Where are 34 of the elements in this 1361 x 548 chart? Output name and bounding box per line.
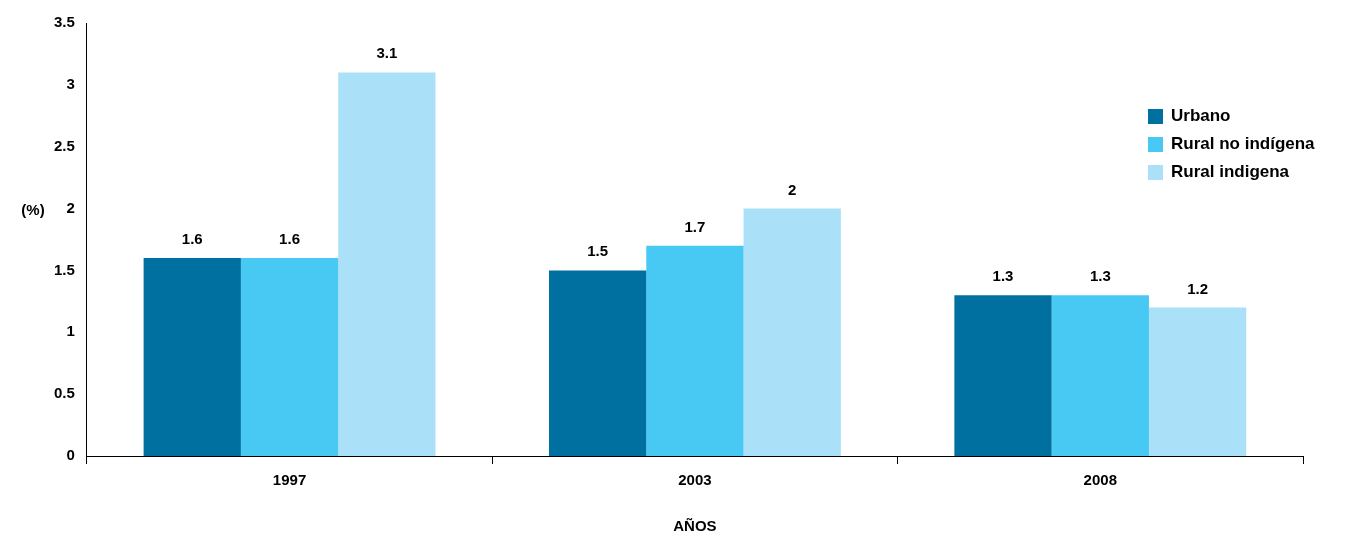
data-label: 1.3 (992, 267, 1014, 285)
data-label: 1.3 (1089, 267, 1111, 285)
y-tick-label: 1.5 (53, 260, 75, 278)
x-axis-title: AÑOS (673, 517, 717, 535)
bar (1148, 307, 1247, 456)
bar (646, 245, 744, 456)
bar (143, 258, 241, 456)
data-label: 2 (788, 180, 797, 198)
x-tick-label: 1997 (272, 471, 307, 489)
y-tick-label: 2.5 (53, 136, 75, 154)
y-tick-label: 0.5 (53, 384, 75, 402)
bar (240, 258, 339, 456)
bar (1051, 295, 1149, 456)
data-label: 1.6 (181, 230, 203, 248)
bar (338, 72, 436, 456)
x-tick-label: 2003 (678, 471, 712, 489)
y-tick-label: 2 (66, 198, 75, 216)
bar (743, 208, 841, 456)
data-label: 1.2 (1187, 279, 1209, 297)
y-axis-title: (%) (21, 200, 45, 218)
legend-label: Rural indigena (1171, 162, 1290, 182)
data-label: 1.6 (279, 230, 300, 248)
y-tick-label: 3 (66, 75, 75, 92)
x-tick-label: 2008 (1083, 471, 1117, 489)
legend-label: Rural no indígena (1171, 134, 1315, 154)
data-label: 1.7 (684, 217, 706, 235)
y-tick-label: 1 (66, 322, 75, 340)
data-label: 3.1 (376, 44, 398, 62)
bar (954, 295, 1052, 456)
bar (548, 270, 647, 456)
y-tick-label: 3.5 (53, 13, 75, 31)
y-tick-label: 0 (66, 446, 75, 464)
legend-label: Urbano (1171, 106, 1231, 126)
data-label: 1.5 (587, 242, 609, 260)
